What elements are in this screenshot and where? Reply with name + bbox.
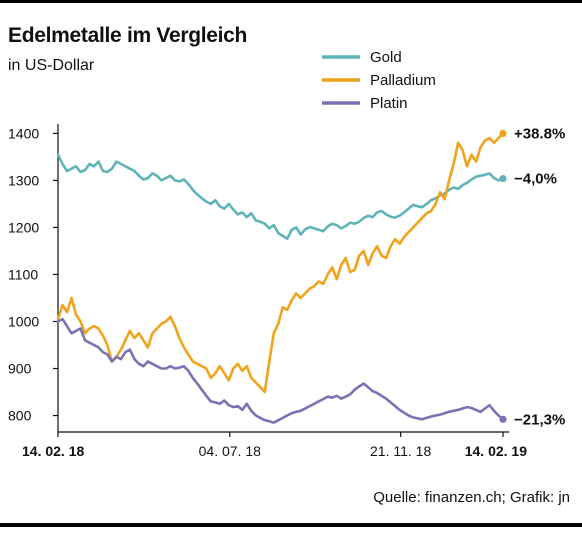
bottom-rule xyxy=(0,523,582,527)
series-line-platin xyxy=(56,317,505,424)
legend-label-gold: Gold xyxy=(370,49,402,66)
series-endpoint-palladium xyxy=(499,129,507,138)
series-lines xyxy=(56,129,507,424)
legend: Gold Palladium Platin xyxy=(322,49,436,112)
y-tick-label: 1000 xyxy=(8,313,39,329)
end-label-gold: −4,0% xyxy=(514,171,557,188)
chart-subtitle: in US-Dollar xyxy=(8,57,95,74)
y-tick-label: 1300 xyxy=(8,172,39,188)
legend-label-palladium: Palladium xyxy=(370,72,436,89)
y-tick-label: 1100 xyxy=(8,266,38,282)
source-note: Quelle: finanzen.ch; Grafik: jn xyxy=(373,489,570,506)
x-tick-label: 21. 11. 18 xyxy=(370,443,431,459)
y-tick-label: 1200 xyxy=(8,219,39,235)
y-tick-label: 800 xyxy=(8,408,32,424)
x-tick-label: 14. 02. 18 xyxy=(22,443,84,459)
x-axis: 14. 02. 18 04. 07. 18 21. 11. 18 14. 02. 19 xyxy=(22,431,527,459)
series-endpoint-gold xyxy=(499,174,507,183)
x-tick-label: 04. 07. 18 xyxy=(199,443,261,459)
end-labels: −4,0% +38.8% −21,3% xyxy=(514,125,565,428)
y-tick-label: 1400 xyxy=(8,125,39,141)
x-tick-label: 14. 02. 19 xyxy=(465,443,527,459)
y-axis: 1400 1300 1200 1100 1000 900 800 xyxy=(8,124,59,432)
series-endpoint-platin xyxy=(499,415,507,423)
end-label-platin: −21,3% xyxy=(514,411,565,428)
top-rule xyxy=(0,0,582,3)
end-label-palladium: +38.8% xyxy=(514,125,565,142)
legend-label-platin: Platin xyxy=(370,95,408,112)
series-line-gold xyxy=(56,153,505,240)
y-tick-label: 900 xyxy=(8,361,32,377)
chart-title: Edelmetalle im Vergleich xyxy=(8,24,248,47)
series-line-palladium xyxy=(56,132,505,394)
